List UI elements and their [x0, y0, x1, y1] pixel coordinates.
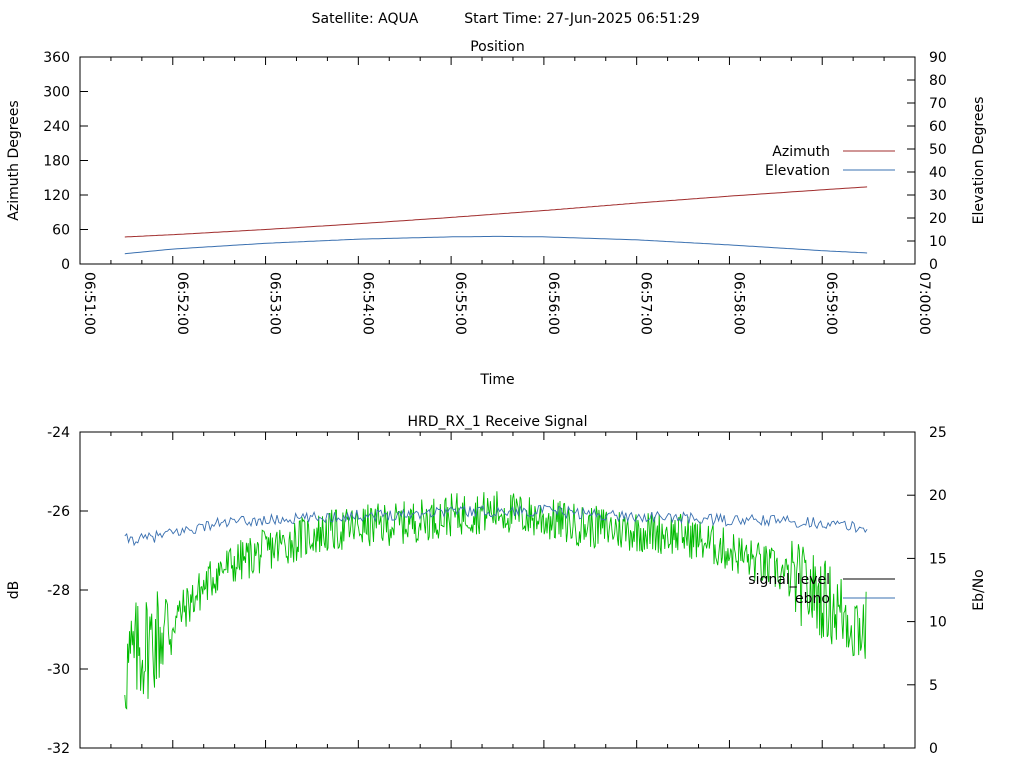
y-tick-label-2: -24 [47, 425, 70, 441]
x-tick-label-1: 06:51:00 [81, 272, 97, 335]
chart-title-1: Position [470, 39, 525, 55]
y2-tick-label-1: 60 [929, 119, 947, 135]
y2-axis-label-1: Elevation Degrees [971, 97, 987, 225]
y-tick-label-2: -32 [47, 741, 70, 757]
chart-title-2: HRD_RX_1 Receive Signal [408, 414, 588, 430]
y2-tick-label-2: 10 [929, 615, 947, 631]
legend-label-elevation: Elevation [765, 163, 830, 179]
y-tick-label-1: 360 [43, 50, 70, 66]
receive-signal-chart: -32 -30 -28 -26 -24 0 5 10 15 20 25 HRD_RX_1 Receiv… [6, 414, 987, 757]
y2-tick-label-1: 40 [929, 165, 947, 181]
x-tick-label-1: 06:58:00 [730, 272, 746, 335]
start-time-label: Start Time: 27-Jun-2025 06:51:29 [464, 11, 700, 27]
x-tick-label-1: 06:54:00 [359, 272, 375, 335]
y2-tick-label-1: 80 [929, 73, 947, 89]
y2-tick-label-2: 0 [929, 741, 938, 757]
x-tick-label-1: 06:53:00 [267, 272, 283, 335]
x-axis-label-1: Time [479, 372, 514, 388]
y-tick-label-1: 300 [43, 85, 70, 101]
y2-tick-label-2: 20 [929, 488, 947, 504]
y2-tick-label-1: 20 [929, 211, 947, 227]
position-chart: 06:51:00 06:52:00 06:53:00 06:54:00 06:55:00… [6, 39, 987, 388]
x-tick-label-1: 06:59:00 [823, 272, 839, 335]
y2-tick-label-1: 50 [929, 142, 947, 158]
y-tick-label-2: -28 [47, 583, 70, 599]
x-tick-label-1: 07:00:00 [916, 272, 932, 335]
y2-tick-label-1: 70 [929, 96, 947, 112]
satellite-label: Satellite: AQUA [312, 11, 419, 27]
legend-label-azimuth: Azimuth [772, 144, 830, 160]
y2-tick-label-2: 5 [929, 678, 938, 694]
series-line-ebno [124, 504, 868, 547]
y-tick-label-1: 0 [61, 257, 70, 273]
y-axis-label-1: Azimuth Degrees [6, 100, 22, 220]
y-tick-label-2: -30 [47, 662, 70, 678]
y2-tick-label-1: 10 [929, 234, 947, 250]
legend-label-ebno: ebno [795, 591, 830, 607]
y-tick-label-1: 60 [52, 223, 70, 239]
y-tick-label-1: 240 [43, 119, 70, 135]
legend-label-signal-level: signal_level [748, 572, 830, 588]
y-axis-label-2: dB [6, 581, 22, 600]
y-tick-label-2: -26 [47, 504, 70, 520]
y2-tick-label-2: 25 [929, 425, 947, 441]
y2-tick-label-1: 0 [929, 257, 938, 273]
y2-tick-label-2: 15 [929, 551, 947, 567]
series-line-elevation [124, 235, 868, 255]
y-tick-label-1: 180 [43, 154, 70, 170]
y-tick-label-1: 120 [43, 188, 70, 204]
y2-tick-label-1: 30 [929, 188, 947, 204]
y2-axis-label-2: Eb/No [971, 569, 987, 611]
series-line-signal-level [124, 491, 867, 710]
x-tick-label-1: 06:52:00 [174, 272, 190, 335]
y2-tick-label-1: 90 [929, 50, 947, 66]
x-tick-label-1: 06:57:00 [638, 272, 654, 335]
x-tick-label-1: 06:55:00 [452, 272, 468, 335]
x-tick-label-1: 06:56:00 [545, 272, 561, 335]
series-line-azimuth [124, 186, 868, 238]
